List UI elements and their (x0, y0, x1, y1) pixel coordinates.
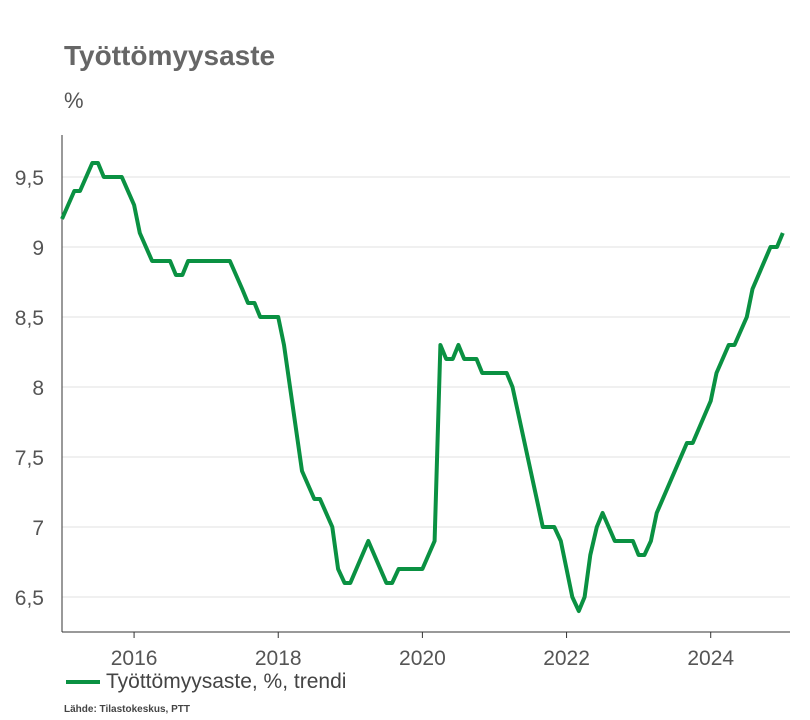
legend-swatch (66, 680, 100, 684)
y-tick-label: 8 (32, 377, 44, 400)
y-tick-label: 7 (32, 517, 44, 540)
legend: Työttömyysaste, %, trendi (66, 670, 346, 694)
y-tick-label: 9 (32, 237, 44, 260)
y-tick-label: 7,5 (15, 447, 44, 470)
x-tick-label: 2024 (687, 647, 734, 670)
x-tick-label: 2016 (111, 647, 158, 670)
legend-label: Työttömyysaste, %, trendi (106, 670, 347, 693)
y-tick-label: 9,5 (15, 167, 44, 190)
unit-label: % (64, 88, 84, 113)
chart-title: Työttömyysaste (64, 40, 276, 71)
y-tick-label: 6,5 (15, 587, 44, 610)
x-tick-label: 2022 (543, 647, 590, 670)
y-tick-label: 8,5 (15, 307, 44, 330)
source-note: Lähde: Tilastokeskus, PTT (64, 704, 190, 715)
series-line (60, 161, 785, 613)
x-tick-label: 2020 (399, 647, 446, 670)
x-tick-label: 2018 (255, 647, 302, 670)
